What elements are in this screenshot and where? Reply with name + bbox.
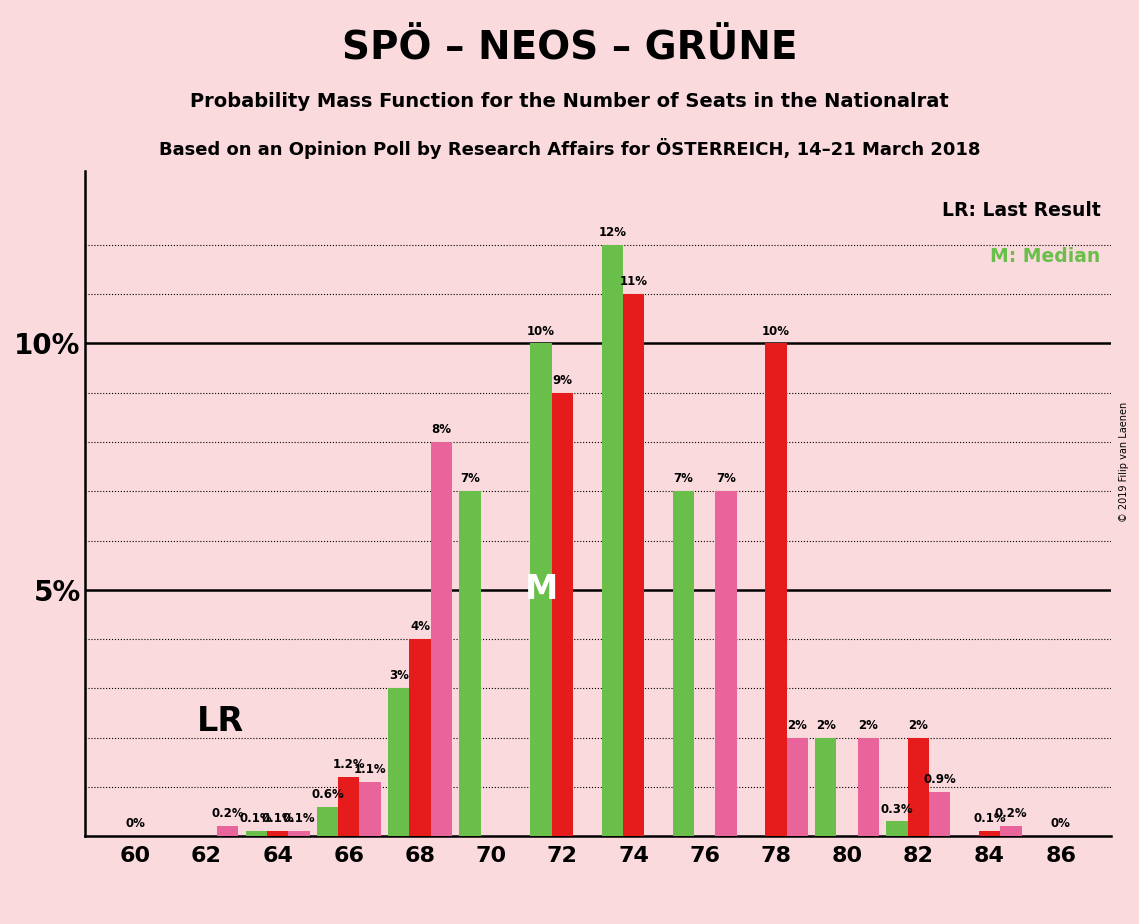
- Text: 0.9%: 0.9%: [924, 773, 956, 786]
- Bar: [317, 807, 338, 836]
- Text: 2%: 2%: [787, 719, 808, 732]
- Text: 10%: 10%: [527, 324, 555, 337]
- Bar: [218, 826, 238, 836]
- Bar: [673, 492, 694, 836]
- Bar: [338, 777, 360, 836]
- Text: 1.1%: 1.1%: [354, 763, 386, 776]
- Bar: [765, 344, 787, 836]
- Text: 2%: 2%: [859, 719, 878, 732]
- Text: 0.2%: 0.2%: [212, 808, 244, 821]
- Text: 2%: 2%: [816, 719, 836, 732]
- Bar: [601, 245, 623, 836]
- Bar: [858, 737, 879, 836]
- Bar: [246, 832, 267, 836]
- Text: 8%: 8%: [432, 423, 451, 436]
- Text: 7%: 7%: [460, 472, 480, 485]
- Text: Based on an Opinion Poll by Research Affairs for ÖSTERREICH, 14–21 March 2018: Based on an Opinion Poll by Research Aff…: [158, 138, 981, 159]
- Text: 1.2%: 1.2%: [333, 759, 366, 772]
- Bar: [623, 294, 645, 836]
- Bar: [886, 821, 908, 836]
- Text: M: M: [524, 573, 558, 606]
- Bar: [431, 442, 452, 836]
- Text: 0.1%: 0.1%: [973, 812, 1006, 825]
- Text: 4%: 4%: [410, 620, 431, 633]
- Bar: [551, 393, 573, 836]
- Bar: [267, 832, 288, 836]
- Text: © 2019 Filip van Laenen: © 2019 Filip van Laenen: [1120, 402, 1129, 522]
- Text: 12%: 12%: [598, 226, 626, 239]
- Text: 0.2%: 0.2%: [994, 808, 1027, 821]
- Text: 0%: 0%: [125, 818, 145, 831]
- Bar: [360, 782, 380, 836]
- Text: LR: LR: [197, 705, 244, 737]
- Text: 9%: 9%: [552, 374, 573, 387]
- Text: 0.6%: 0.6%: [311, 788, 344, 801]
- Text: 10%: 10%: [762, 324, 790, 337]
- Bar: [908, 737, 929, 836]
- Text: 0.3%: 0.3%: [880, 803, 913, 816]
- Bar: [409, 639, 431, 836]
- Bar: [978, 832, 1000, 836]
- Text: 11%: 11%: [620, 275, 648, 288]
- Text: 0.1%: 0.1%: [261, 812, 294, 825]
- Text: 0.1%: 0.1%: [240, 812, 272, 825]
- Text: M: Median: M: Median: [990, 248, 1100, 266]
- Text: Probability Mass Function for the Number of Seats in the Nationalrat: Probability Mass Function for the Number…: [190, 92, 949, 112]
- Text: 7%: 7%: [673, 472, 694, 485]
- Bar: [715, 492, 737, 836]
- Text: LR: Last Result: LR: Last Result: [942, 201, 1100, 220]
- Text: SPÖ – NEOS – GRÜNE: SPÖ – NEOS – GRÜNE: [342, 30, 797, 67]
- Bar: [459, 492, 481, 836]
- Bar: [388, 688, 409, 836]
- Text: 2%: 2%: [909, 719, 928, 732]
- Bar: [288, 832, 310, 836]
- Bar: [1000, 826, 1022, 836]
- Bar: [531, 344, 551, 836]
- Text: 3%: 3%: [388, 670, 409, 683]
- Text: 0.1%: 0.1%: [282, 812, 316, 825]
- Bar: [929, 792, 950, 836]
- Text: 7%: 7%: [716, 472, 736, 485]
- Bar: [787, 737, 808, 836]
- Text: 0%: 0%: [1051, 818, 1071, 831]
- Bar: [816, 737, 836, 836]
